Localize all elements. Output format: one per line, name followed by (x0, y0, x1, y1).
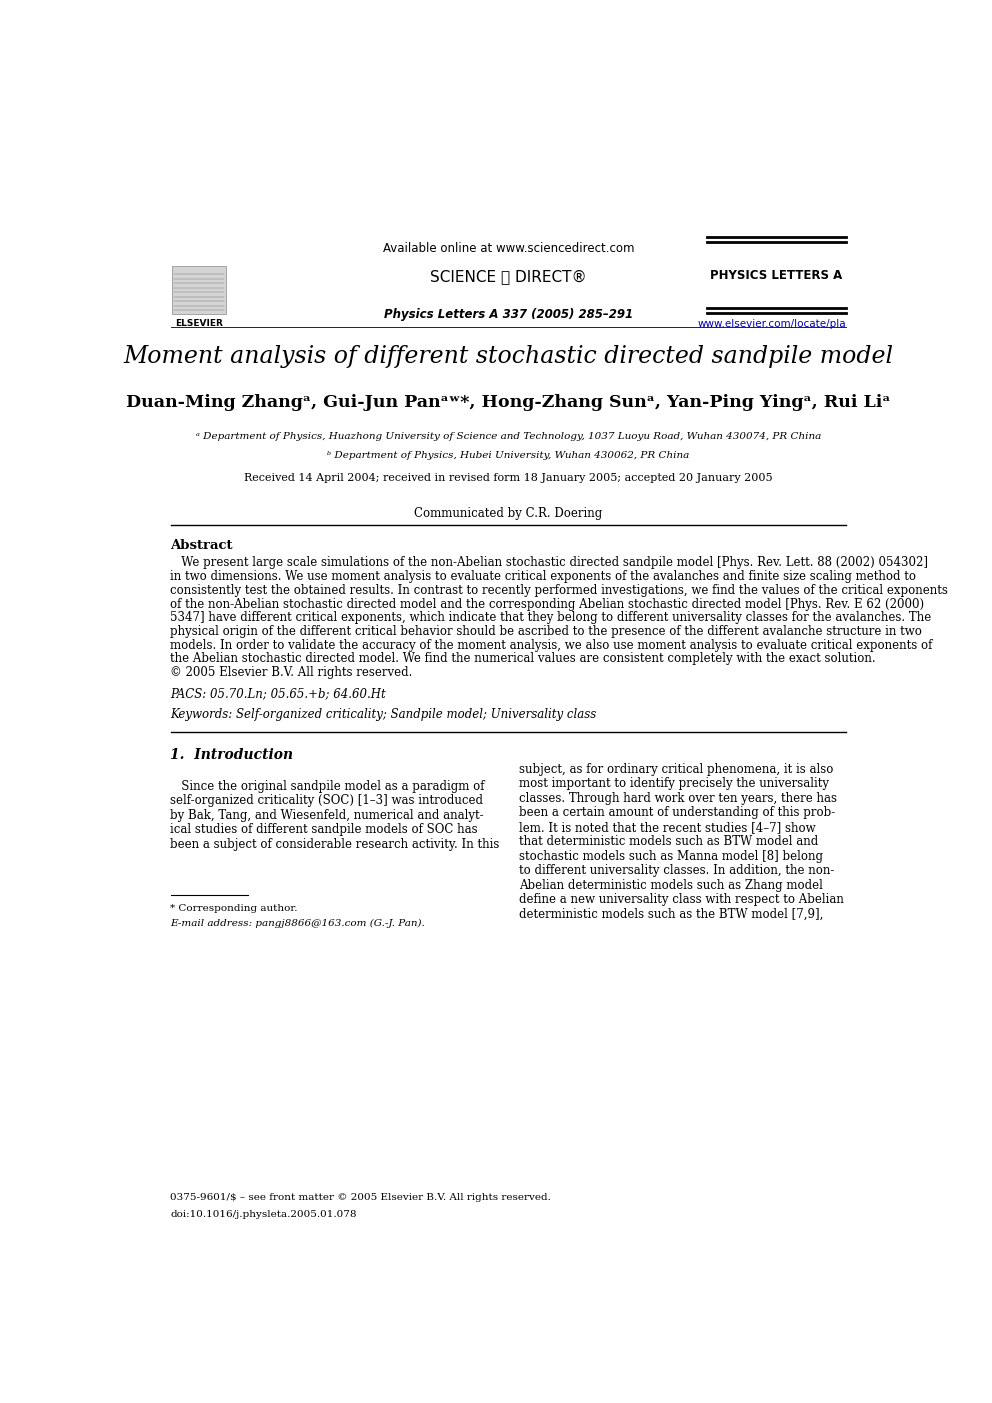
Text: 1.  Introduction: 1. Introduction (171, 748, 294, 762)
Text: Since the original sandpile model as a paradigm of: Since the original sandpile model as a p… (171, 780, 485, 793)
Text: deterministic models such as the BTW model [7,9],: deterministic models such as the BTW mod… (519, 908, 823, 920)
Text: 0375-9601/$ – see front matter © 2005 Elsevier B.V. All rights reserved.: 0375-9601/$ – see front matter © 2005 El… (171, 1193, 552, 1202)
Text: classes. Through hard work over ten years, there has: classes. Through hard work over ten year… (519, 791, 837, 805)
Text: © 2005 Elsevier B.V. All rights reserved.: © 2005 Elsevier B.V. All rights reserved… (171, 666, 413, 679)
Bar (172, 267, 226, 314)
Text: Duan-Ming Zhangᵃ, Gui-Jun Panᵃʷ*, Hong-Zhang Sunᵃ, Yan-Ping Yingᵃ, Rui Liᵃ: Duan-Ming Zhangᵃ, Gui-Jun Panᵃʷ*, Hong-Z… (126, 394, 891, 411)
Text: ELSEVIER: ELSEVIER (176, 320, 223, 328)
Text: by Bak, Tang, and Wiesenfeld, numerical and analyt-: by Bak, Tang, and Wiesenfeld, numerical … (171, 810, 484, 822)
Text: 5347] have different critical exponents, which indicate that they belong to diff: 5347] have different critical exponents,… (171, 612, 931, 624)
Text: that deterministic models such as BTW model and: that deterministic models such as BTW mo… (519, 835, 818, 849)
Text: of the non-Abelian stochastic directed model and the corresponding Abelian stoch: of the non-Abelian stochastic directed m… (171, 598, 925, 610)
Text: stochastic models such as Manna model [8] belong: stochastic models such as Manna model [8… (519, 850, 823, 863)
Text: ᵇ Department of Physics, Hubei University, Wuhan 430062, PR China: ᵇ Department of Physics, Hubei Universit… (327, 450, 689, 460)
Text: SCIENCE ⓐ DIRECT®: SCIENCE ⓐ DIRECT® (430, 269, 587, 285)
Text: self-organized criticality (SOC) [1–3] was introduced: self-organized criticality (SOC) [1–3] w… (171, 794, 483, 807)
Text: been a certain amount of understanding of this prob-: been a certain amount of understanding o… (519, 807, 835, 819)
Text: models. In order to validate the accuracy of the moment analysis, we also use mo: models. In order to validate the accurac… (171, 638, 932, 651)
Text: Keywords: Self-organized criticality; Sandpile model; Universality class: Keywords: Self-organized criticality; Sa… (171, 707, 597, 721)
Text: Moment analysis of different stochastic directed sandpile model: Moment analysis of different stochastic … (123, 345, 894, 369)
Text: PHYSICS LETTERS A: PHYSICS LETTERS A (710, 269, 842, 282)
Text: most important to identify precisely the universality: most important to identify precisely the… (519, 777, 829, 790)
Text: to different universality classes. In addition, the non-: to different universality classes. In ad… (519, 864, 834, 877)
Text: define a new universality class with respect to Abelian: define a new universality class with res… (519, 894, 844, 906)
Text: Available online at www.sciencedirect.com: Available online at www.sciencedirect.co… (383, 241, 634, 254)
Text: been a subject of considerable research activity. In this: been a subject of considerable research … (171, 838, 500, 850)
Text: E-mail address: pangj8866@163.com (G.-J. Pan).: E-mail address: pangj8866@163.com (G.-J.… (171, 919, 426, 929)
Text: in two dimensions. We use moment analysis to evaluate critical exponents of the : in two dimensions. We use moment analysi… (171, 570, 917, 584)
Text: ᵃ Department of Physics, Huazhong University of Science and Technology, 1037 Luo: ᵃ Department of Physics, Huazhong Univer… (195, 432, 821, 442)
Text: subject, as for ordinary critical phenomena, it is also: subject, as for ordinary critical phenom… (519, 763, 833, 776)
Text: consistently test the obtained results. In contrast to recently performed invest: consistently test the obtained results. … (171, 584, 948, 596)
Text: ical studies of different sandpile models of SOC has: ical studies of different sandpile model… (171, 824, 478, 836)
Text: doi:10.1016/j.physleta.2005.01.078: doi:10.1016/j.physleta.2005.01.078 (171, 1211, 357, 1219)
Text: lem. It is noted that the recent studies [4–7] show: lem. It is noted that the recent studies… (519, 821, 815, 833)
Text: * Corresponding author.: * Corresponding author. (171, 904, 298, 913)
Text: Physics Letters A 337 (2005) 285–291: Physics Letters A 337 (2005) 285–291 (384, 307, 633, 321)
Text: Abelian deterministic models such as Zhang model: Abelian deterministic models such as Zha… (519, 878, 823, 892)
Text: the Abelian stochastic directed model. We find the numerical values are consiste: the Abelian stochastic directed model. W… (171, 652, 876, 665)
Text: Communicated by C.R. Doering: Communicated by C.R. Doering (415, 506, 602, 521)
Text: www.elsevier.com/locate/pla: www.elsevier.com/locate/pla (697, 320, 846, 330)
Text: We present large scale simulations of the non-Abelian stochastic directed sandpi: We present large scale simulations of th… (171, 557, 929, 570)
Text: PACS: 05.70.Ln; 05.65.+b; 64.60.Ht: PACS: 05.70.Ln; 05.65.+b; 64.60.Ht (171, 687, 386, 700)
Text: Received 14 April 2004; received in revised form 18 January 2005; accepted 20 Ja: Received 14 April 2004; received in revi… (244, 473, 773, 483)
Text: Abstract: Abstract (171, 539, 233, 551)
Text: physical origin of the different critical behavior should be ascribed to the pre: physical origin of the different critica… (171, 624, 923, 638)
